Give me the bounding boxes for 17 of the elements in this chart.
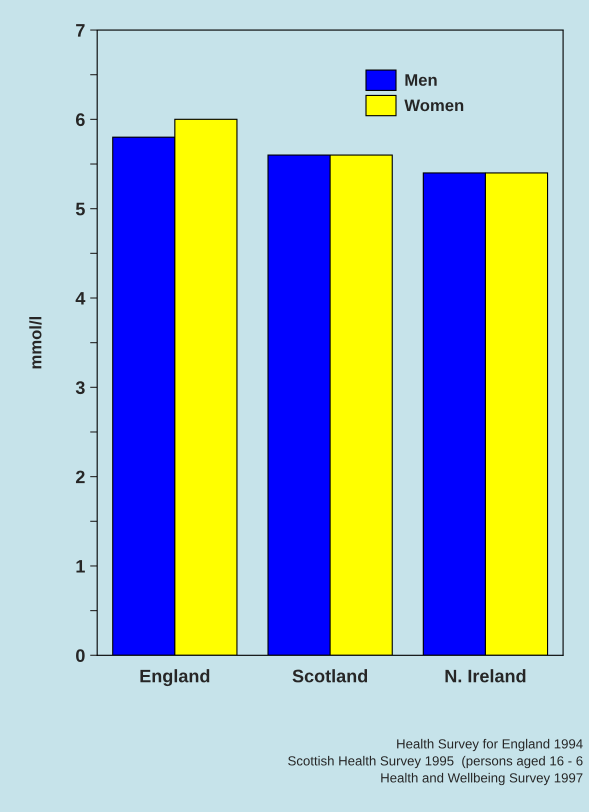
legend-label: Men	[405, 74, 437, 86]
text: Health Survey for England 1994	[397, 738, 583, 752]
y-tick-label: 4	[76, 292, 86, 305]
legend-label: Women	[404, 100, 464, 112]
y-tick-label: 0	[76, 649, 85, 662]
y-tick-label: 5	[76, 202, 85, 216]
y-tick-label: 2	[76, 470, 85, 484]
y-axis-title: mmol/l	[29, 316, 42, 368]
y-tick-label: 1	[76, 560, 85, 573]
x-tick-label: N. Ireland	[446, 669, 526, 682]
x-tick-label: England	[140, 669, 210, 686]
text: Scottish Health Survey 1995 (persons aged 16 - 6	[288, 756, 583, 768]
y-tick-label: 6	[76, 113, 85, 126]
x-tick-label: Scotland	[292, 669, 368, 682]
text: Health and Wellbeing Survey 1997	[381, 772, 582, 786]
y-tick-label: 3	[76, 381, 85, 394]
y-tick-label: 7	[76, 24, 85, 37]
